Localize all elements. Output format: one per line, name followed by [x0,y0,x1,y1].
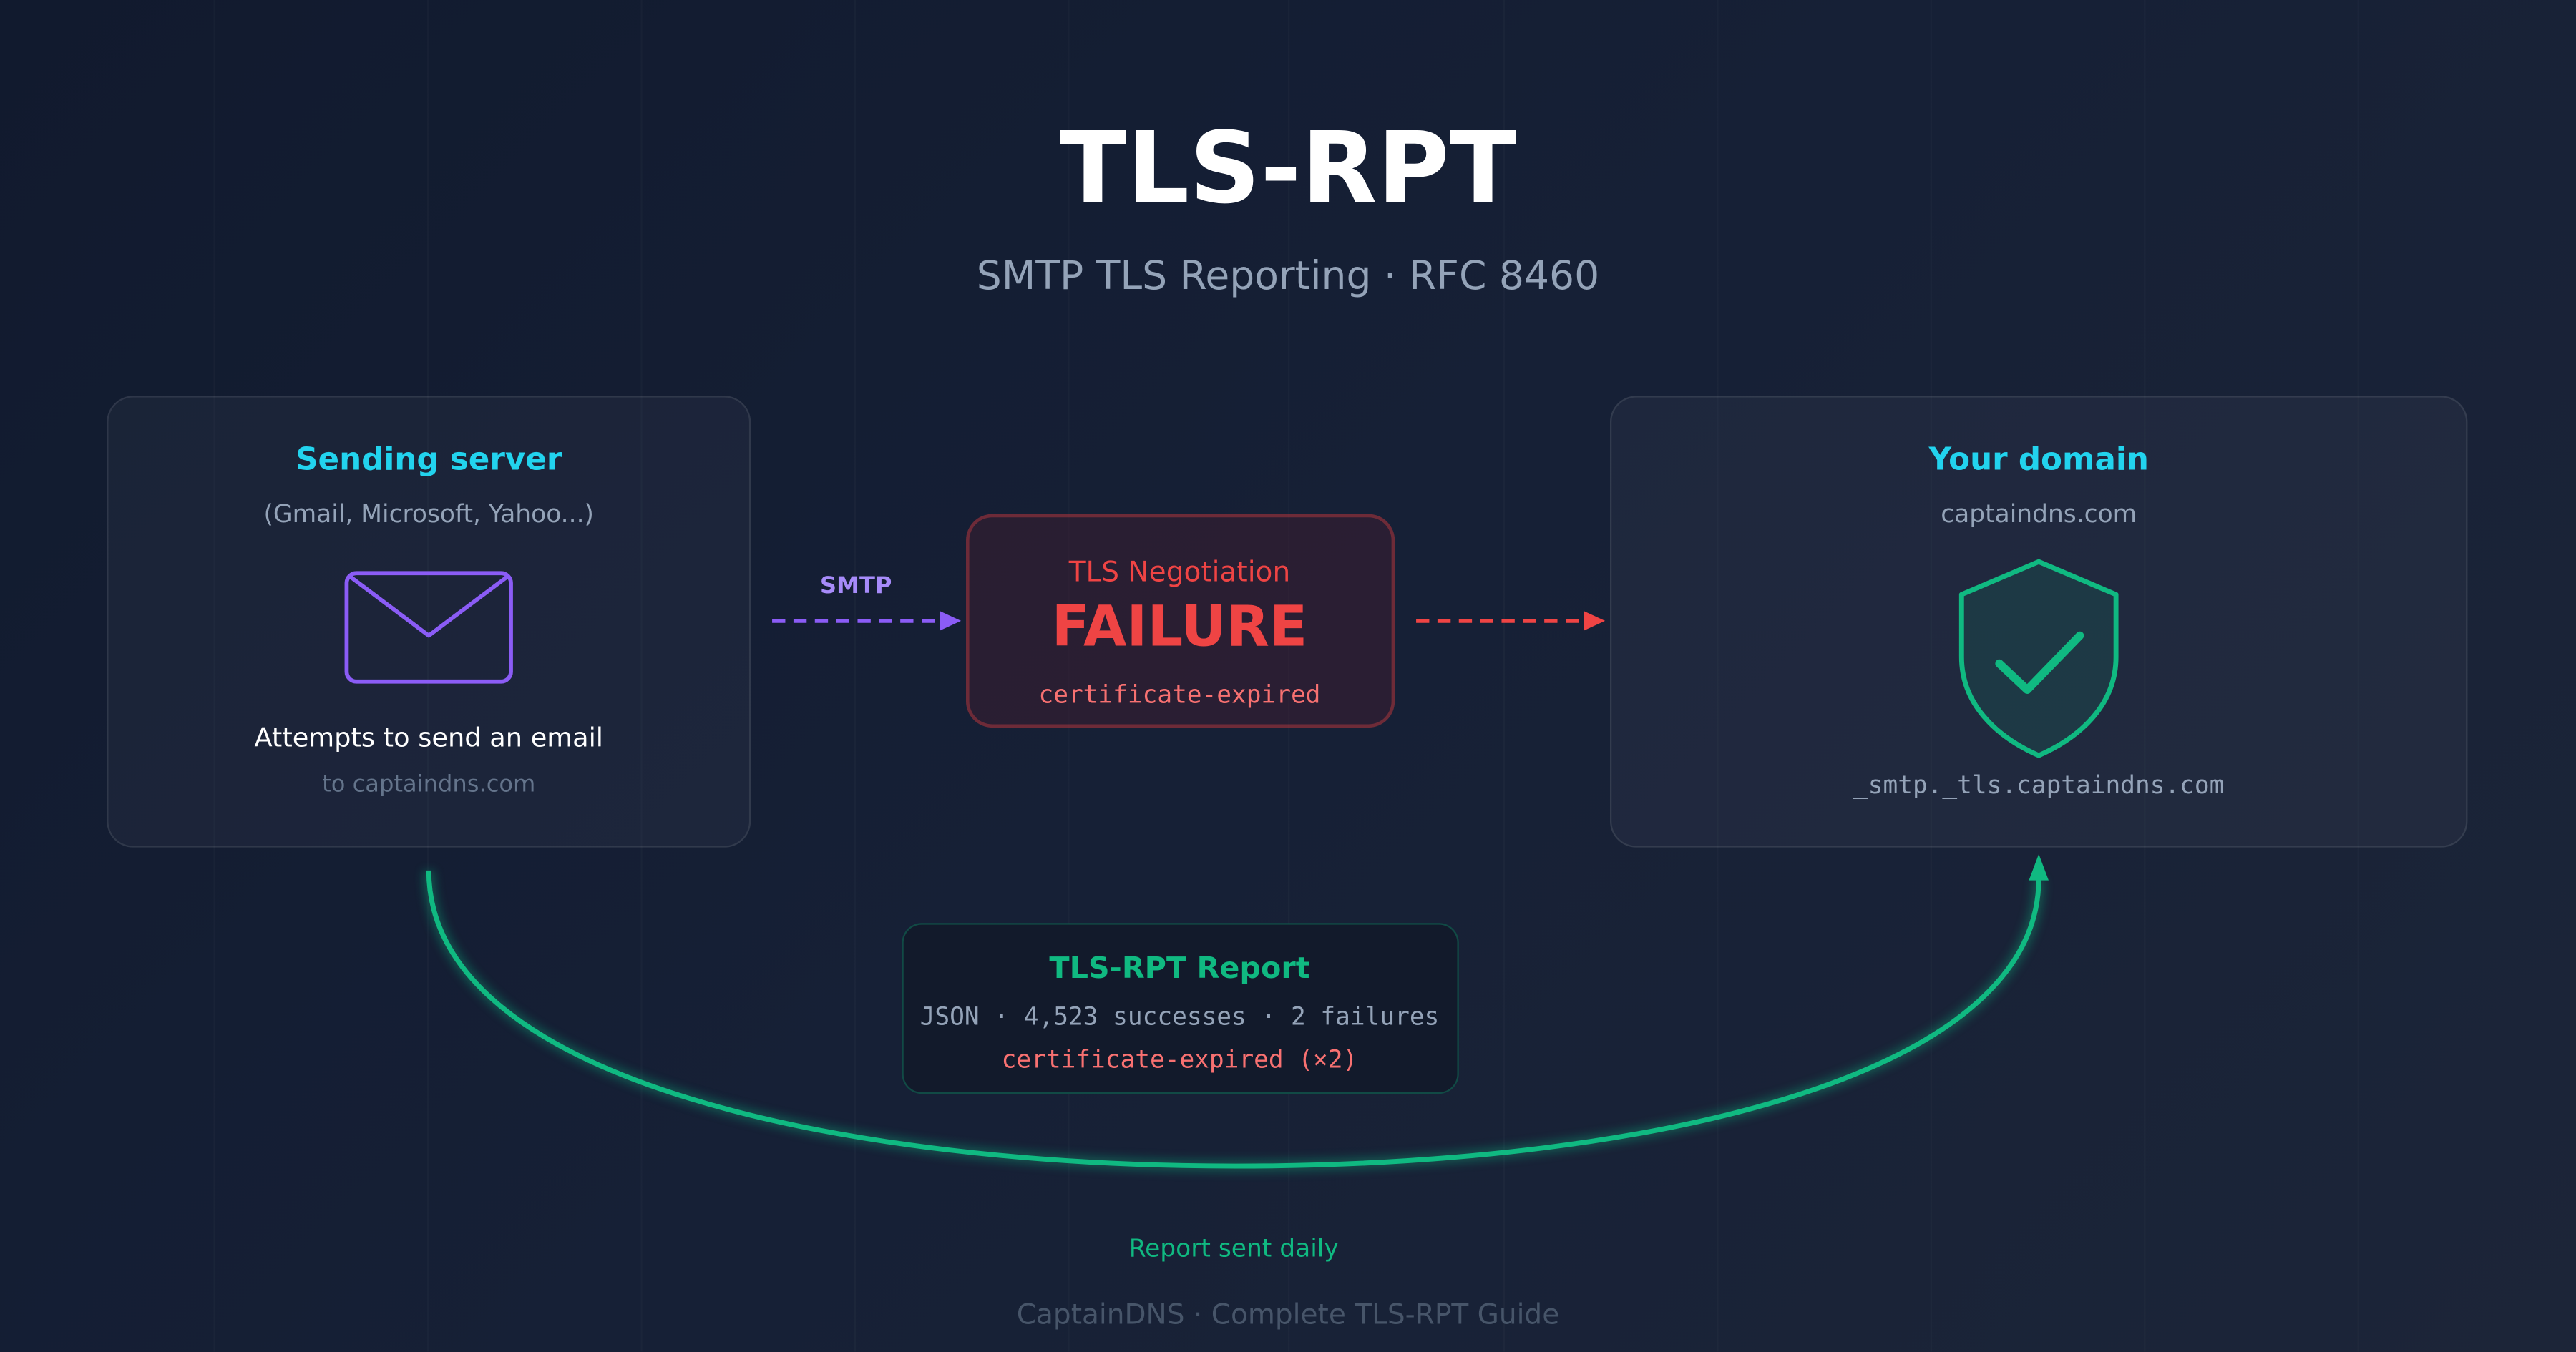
report-frequency: Report sent daily [1128,1233,1339,1263]
report-failure-detail: certificate-expired (×2) [1001,1044,1358,1074]
failure-status: FAILURE [1051,594,1308,660]
failure-card [965,514,1395,728]
sender-heading: Sending server [296,441,562,479]
report-heading: TLS-RPT Report [1049,951,1310,986]
domain-card [1609,396,2468,848]
envelope-icon [344,571,513,684]
sending-server-card [107,396,751,848]
report-summary: JSON · 4,523 successes · 2 failures [919,1001,1440,1032]
footer-credit: CaptainDNS · Complete TLS-RPT Guide [1016,1299,1560,1332]
sender-action: Attempts to send an email [254,722,604,753]
shield-check-icon [1958,559,2119,758]
report-curve-arrow [423,853,2049,1172]
failure-heading: TLS Negotiation [1068,557,1291,590]
smtp-arrow [772,611,962,631]
domain-name: captaindns.com [1941,499,2137,529]
sender-target: to captaindns.com [322,772,536,798]
page-title: TLS-RPT [1059,112,1517,227]
domain-record: _smtp._tls.captaindns.com [1853,770,2225,800]
failure-reason: certificate-expired [1038,680,1321,710]
smtp-label: SMTP [819,573,892,600]
report-card [902,923,1459,1094]
page-subtitle: SMTP TLS Reporting · RFC 8460 [976,253,1600,299]
sender-providers: (Gmail, Microsoft, Yahoo...) [263,499,594,529]
domain-heading: Your domain [1928,441,2149,479]
failure-arrow [1416,611,1606,631]
